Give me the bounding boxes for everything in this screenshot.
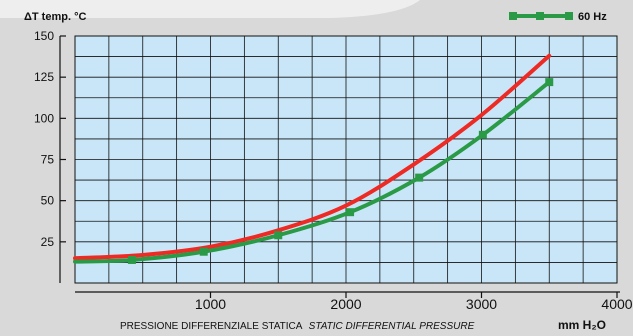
series-point-1: [415, 173, 424, 182]
grid: [75, 36, 617, 283]
x-axis-title-it: PRESSIONE DIFFERENZIALE STATICA: [120, 321, 303, 332]
y-tick-label: 25: [41, 235, 55, 249]
legend-marker: [509, 12, 517, 20]
y-axis-title: ΔT temp. °C: [24, 11, 86, 23]
legend: 60 Hz: [509, 11, 607, 23]
header-tab: [0, 0, 420, 18]
y-tick-label: 125: [34, 70, 54, 84]
series-point-1: [478, 130, 487, 139]
x-tick-label: 1000: [195, 296, 226, 312]
legend-label-60hz: 60 Hz: [578, 11, 607, 23]
x-axis-unit: mm H₂O: [558, 318, 606, 332]
y-tick-label: 50: [41, 194, 55, 208]
x-axis-title-en: STATIC DIFFERENTIAL PRESSURE: [309, 321, 475, 332]
x-axis-title: PRESSIONE DIFFERENZIALE STATICA STATIC D…: [120, 321, 475, 332]
legend-marker: [565, 12, 573, 20]
series-point-1: [346, 208, 355, 217]
ticks: 25 50 75 100 125 150 1000 2000 3000 4000: [34, 29, 633, 312]
x-tick-label: 2000: [330, 296, 361, 312]
y-tick-label: 100: [34, 111, 54, 125]
series-line-0: [73, 53, 552, 261]
series-point-1: [127, 255, 136, 264]
legend-marker: [536, 12, 544, 20]
series-point-1: [274, 231, 283, 240]
series-point-1: [199, 247, 208, 256]
plot-frame: [74, 35, 618, 284]
x-tick-label: 3000: [466, 296, 497, 312]
y-tick-label: 75: [41, 153, 55, 167]
series-layer: [73, 53, 554, 264]
x-tick-label: 4000: [601, 296, 632, 312]
y-tick-label: 150: [34, 29, 54, 43]
series-point-1: [545, 78, 554, 87]
